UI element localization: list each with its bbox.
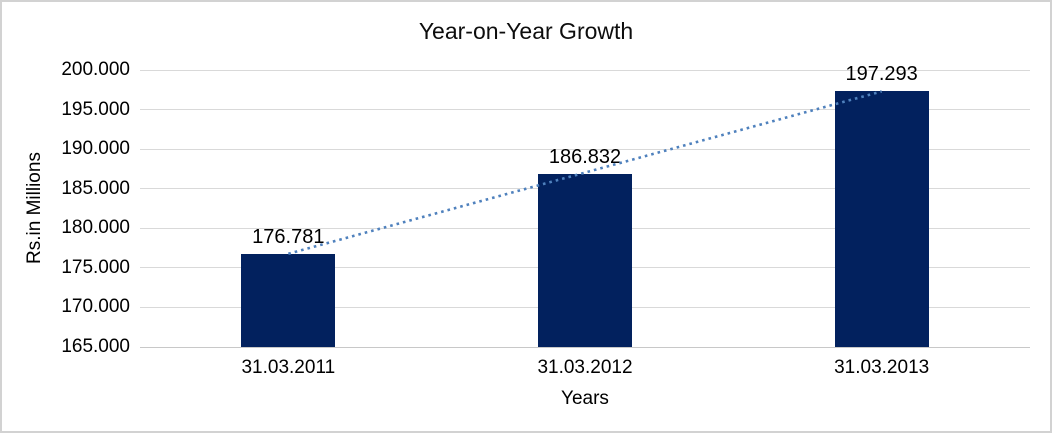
bar xyxy=(834,91,929,347)
y-tick-label: 175.000 xyxy=(61,256,130,278)
x-tick-label: 31.03.2012 xyxy=(537,357,633,378)
y-tick-label: 185.000 xyxy=(61,177,130,199)
bar xyxy=(241,253,336,347)
x-axis-title: Years xyxy=(561,388,609,409)
y-tick-label: 195.000 xyxy=(61,98,130,120)
x-tick-label: 31.03.2013 xyxy=(834,357,930,378)
bar xyxy=(538,174,632,347)
bar-data-label: 186.832 xyxy=(548,146,622,169)
chart-title: Year-on-Year Growth xyxy=(418,18,634,44)
gridline xyxy=(140,69,1030,71)
y-tick-label: 200.000 xyxy=(61,59,130,80)
y-tick-label: 170.000 xyxy=(61,296,130,318)
y-tick-label: 190.000 xyxy=(61,138,130,160)
x-axis-line xyxy=(140,346,1030,348)
bar-data-label: 197.293 xyxy=(845,63,918,86)
y-tick-label: 165.000 xyxy=(61,336,130,357)
y-tick-label: 180.000 xyxy=(61,217,130,239)
x-tick-label: 31.03.2011 xyxy=(241,357,336,378)
bar-data-label: 176.781 xyxy=(252,225,325,248)
